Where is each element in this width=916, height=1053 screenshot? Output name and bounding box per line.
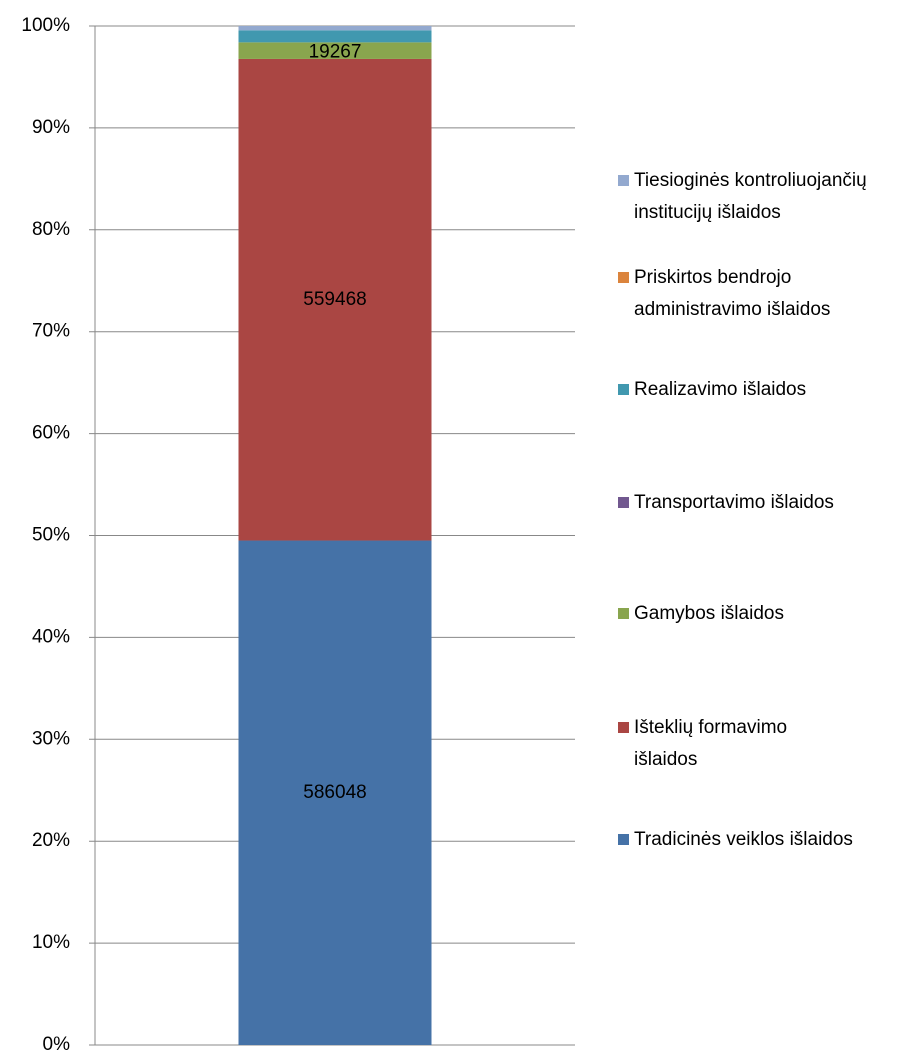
legend-label: Transportavimo išlaidos <box>634 492 834 513</box>
legend-label: Realizavimo išlaidos <box>634 379 807 400</box>
legend-swatch <box>618 834 629 845</box>
legend-label: Išteklių formavimo išlaidos <box>634 717 788 770</box>
bar-segment <box>238 58 432 541</box>
legend-swatch <box>618 272 629 283</box>
legend-swatch <box>618 722 629 733</box>
legend-label: Tradicinės veiklos išlaidos <box>634 829 853 850</box>
y-tick-label: 10% <box>32 932 70 953</box>
y-tick-label: 40% <box>32 626 70 647</box>
y-tick-label: 60% <box>32 423 70 444</box>
legend-entry: Tradicinės veiklos išlaidos <box>618 824 908 856</box>
legend-entry: Priskirtos bendrojo administravimo išlai… <box>618 262 908 326</box>
legend-entry: Tiesioginės kontroliuojančių institucijų… <box>618 165 908 229</box>
legend-label: Tiesioginės kontroliuojančių institucijų… <box>634 170 867 223</box>
legend-swatch <box>618 384 629 395</box>
data-label: 559468 <box>303 289 366 310</box>
bar-segment <box>238 42 432 59</box>
y-tick-label: 50% <box>32 525 70 546</box>
legend-swatch <box>618 175 629 186</box>
y-tick-label: 30% <box>32 728 70 749</box>
y-tick-label: 0% <box>43 1034 71 1053</box>
legend-entry: Transportavimo išlaidos <box>618 487 908 519</box>
data-label: 586048 <box>303 782 366 803</box>
data-label: 19267 <box>309 42 362 63</box>
bar-segment <box>238 26 432 31</box>
y-tick-label: 100% <box>21 15 70 36</box>
legend-entry: Realizavimo išlaidos <box>618 374 908 406</box>
legend-swatch <box>618 497 629 508</box>
legend-entry: Išteklių formavimo išlaidos <box>618 712 908 776</box>
legend-label: Gamybos išlaidos <box>634 603 784 624</box>
y-tick-label: 20% <box>32 830 70 851</box>
y-tick-label: 80% <box>32 219 70 240</box>
bar-segment <box>238 540 432 1045</box>
legend-entry: Gamybos išlaidos <box>618 598 908 630</box>
y-tick-label: 70% <box>32 321 70 342</box>
y-tick-label: 90% <box>32 117 70 138</box>
legend-label: Priskirtos bendrojo administravimo išlai… <box>634 267 831 320</box>
legend-swatch <box>618 608 629 619</box>
bar-segment <box>238 30 432 43</box>
